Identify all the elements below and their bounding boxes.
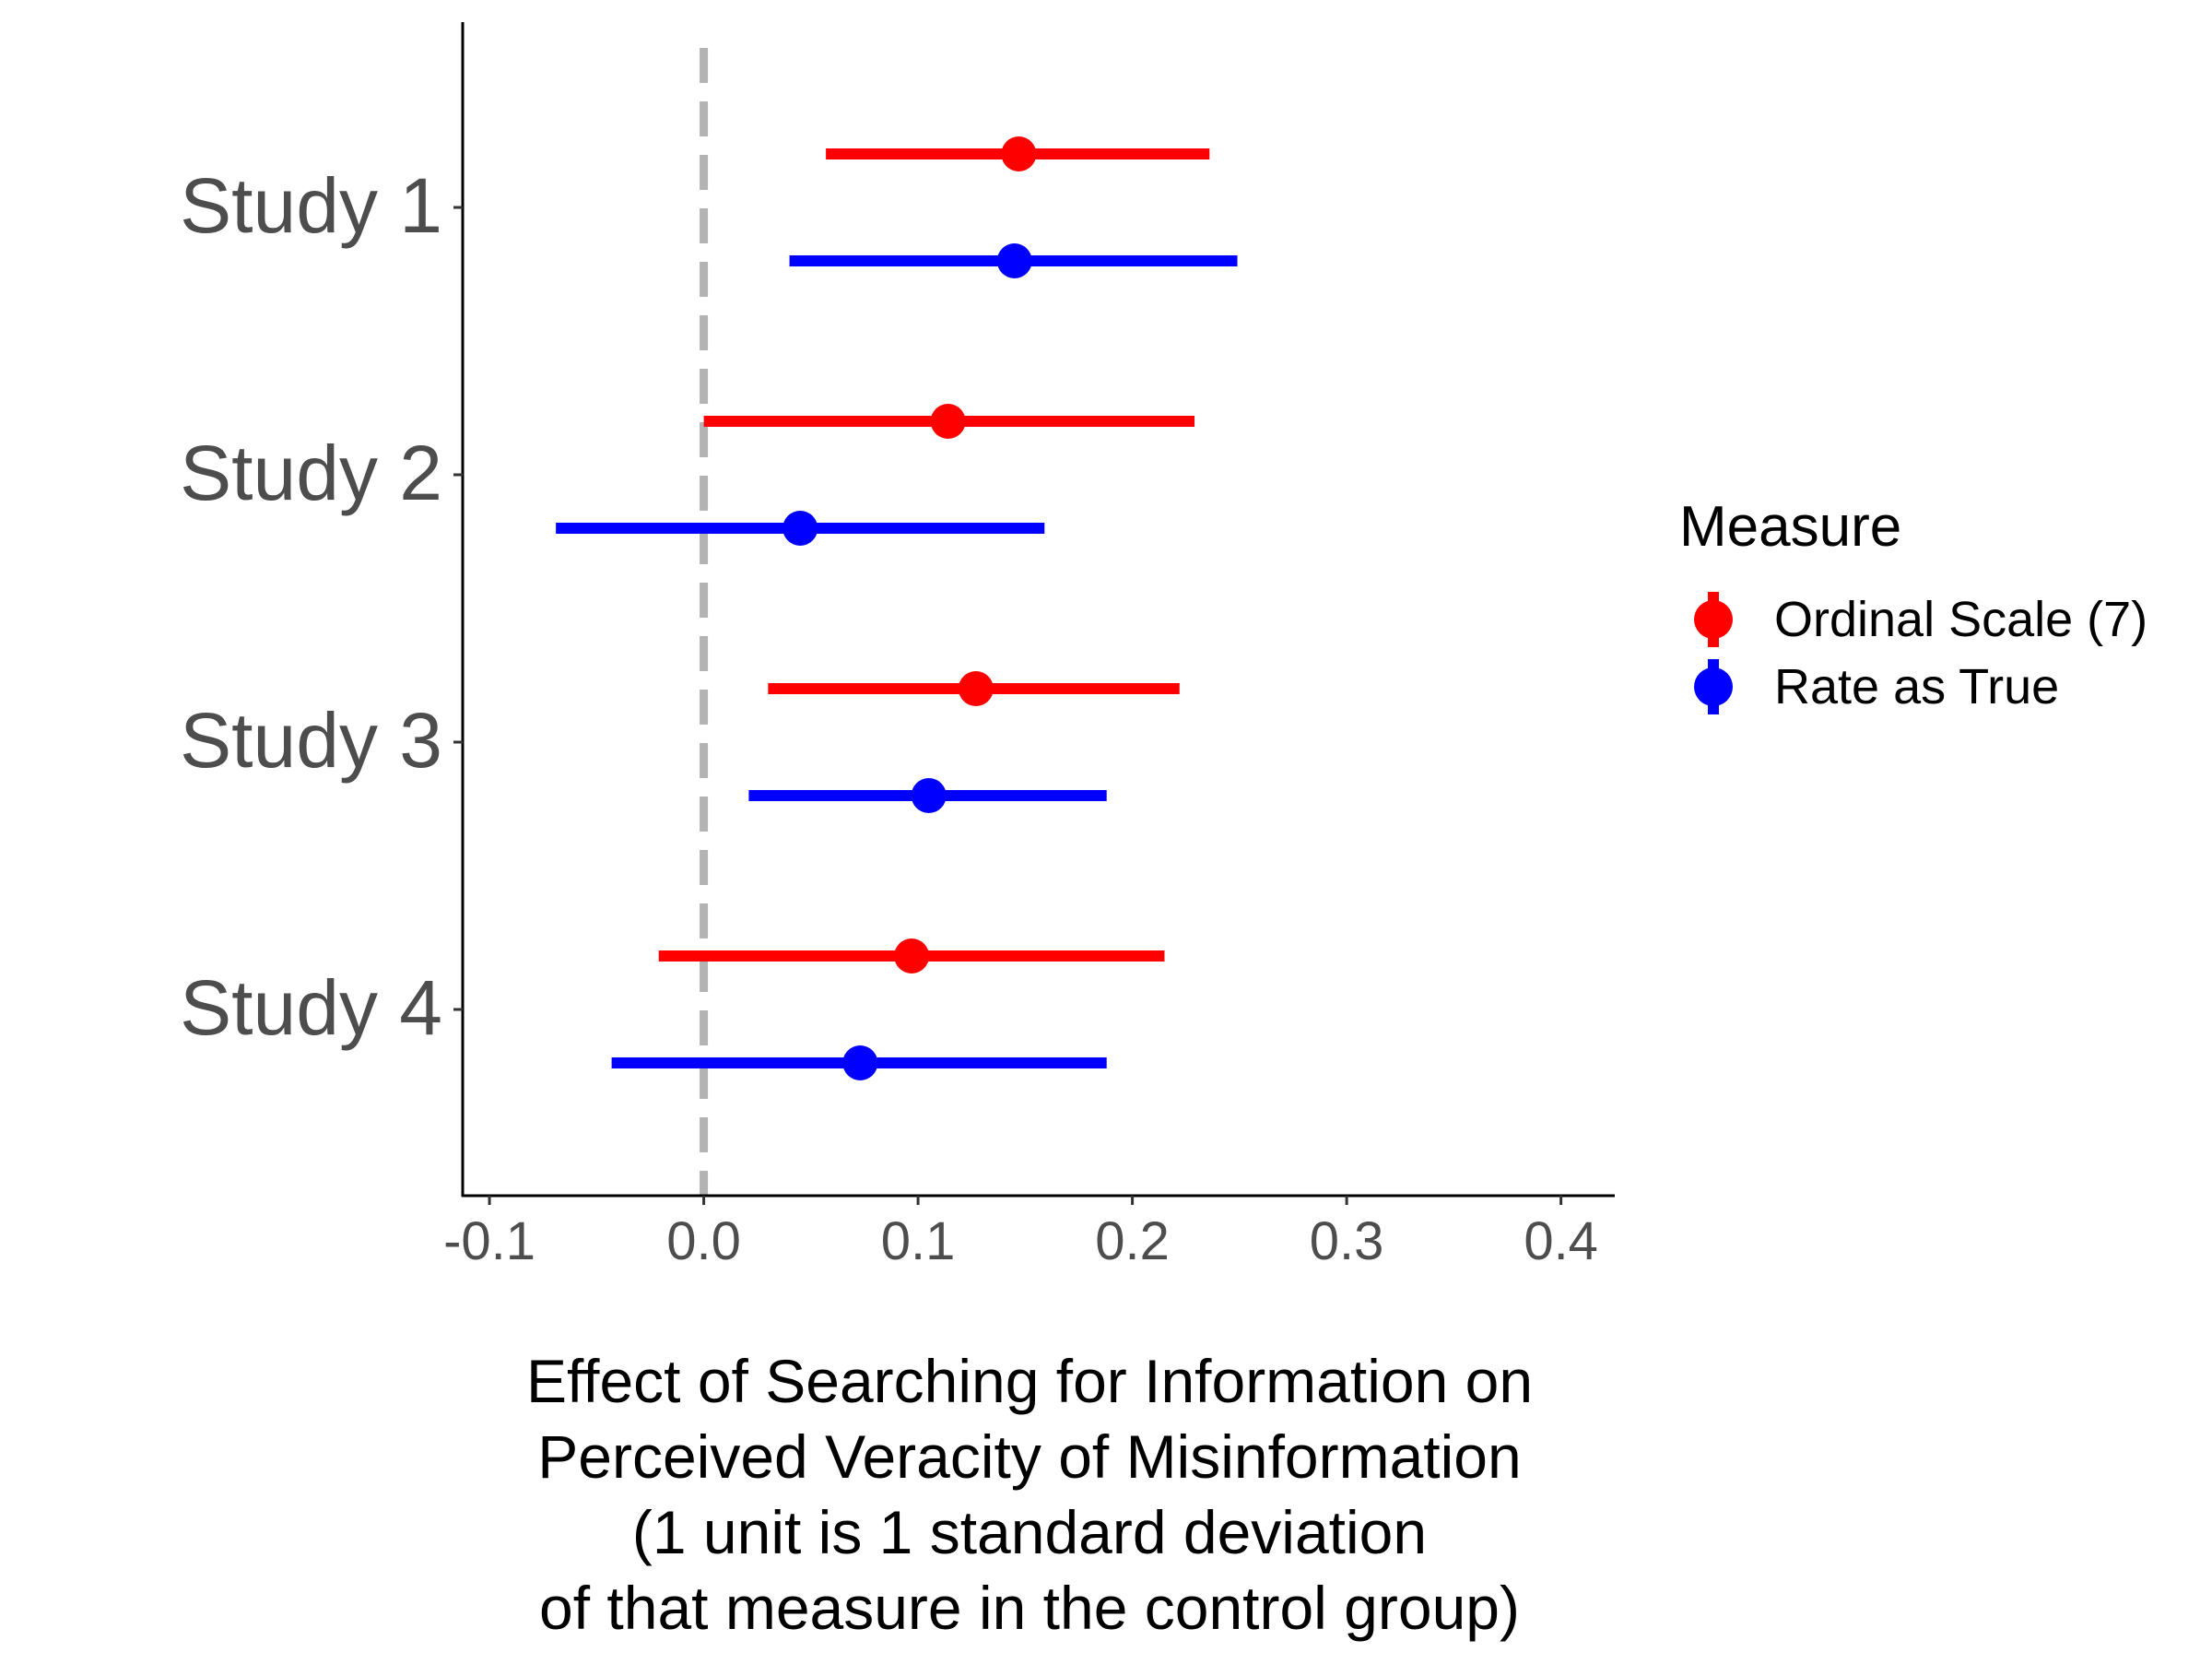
axes-layer: -0.1 0.0 0.1 0.2 0.3 0.4 Study 1 Study 2 Study 3…: [180, 22, 1615, 1271]
x-tick-label: 0.4: [1524, 1211, 1598, 1271]
x-tick-label: -0.1: [443, 1211, 535, 1271]
point-estimate: [1001, 136, 1037, 171]
marks-layer: [556, 136, 1238, 1080]
point-estimate: [930, 404, 966, 439]
point-estimate: [958, 671, 994, 706]
point-estimate: [782, 511, 818, 546]
legend-label: Ordinal Scale (7): [1774, 592, 2147, 647]
legend-title: Measure: [1679, 495, 1901, 559]
x-axis-title-line: of that measure in the control group): [539, 1574, 1520, 1642]
x-tick-label: 0.0: [666, 1211, 741, 1271]
x-tick-label: 0.2: [1095, 1211, 1170, 1271]
y-category-label: Study 3: [180, 697, 442, 784]
point-estimate: [911, 778, 947, 813]
point-estimate: [894, 938, 930, 974]
y-category-label: Study 2: [180, 430, 442, 516]
legend-label: Rate as True: [1774, 659, 2059, 714]
x-tick-label: 0.1: [881, 1211, 956, 1271]
x-axis-title: Effect of Searching for Information on Pe…: [526, 1347, 1533, 1642]
y-category-label: Study 4: [180, 964, 442, 1051]
legend-key-point: [1694, 667, 1733, 706]
x-tick-label: 0.3: [1310, 1211, 1384, 1271]
x-axis-title-line: Perceived Veracity of Misinformation: [537, 1422, 1521, 1491]
legend: Measure Ordinal Scale (7) Rate as True: [1679, 495, 2147, 714]
x-axis-title-line: (1 unit is 1 standard deviation: [632, 1498, 1427, 1566]
point-estimate: [996, 243, 1032, 278]
x-axis-title-line: Effect of Searching for Information on: [526, 1347, 1533, 1415]
y-category-label: Study 1: [180, 162, 442, 249]
legend-key-point: [1694, 600, 1733, 639]
point-estimate: [842, 1045, 878, 1080]
